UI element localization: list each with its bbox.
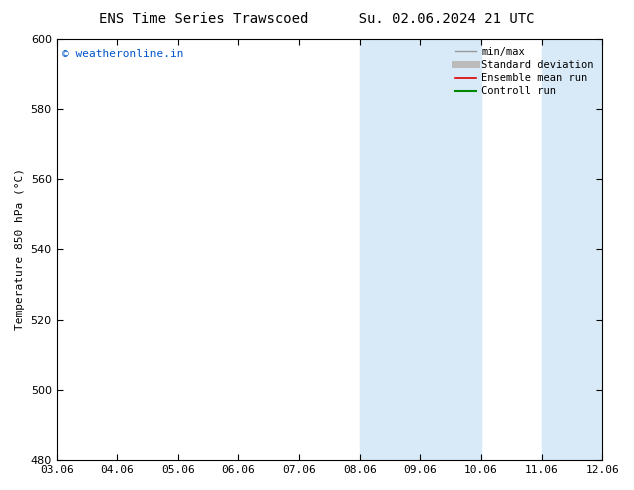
Y-axis label: Temperature 850 hPa (°C): Temperature 850 hPa (°C)	[15, 169, 25, 330]
Text: ENS Time Series Trawscoed      Su. 02.06.2024 21 UTC: ENS Time Series Trawscoed Su. 02.06.2024…	[100, 12, 534, 26]
Bar	[359, 39, 481, 460]
Text: © weatheronline.in: © weatheronline.in	[62, 49, 184, 59]
Bar	[541, 39, 602, 460]
Legend: min/max, Standard deviation, Ensemble mean run, Controll run: min/max, Standard deviation, Ensemble me…	[451, 43, 598, 100]
